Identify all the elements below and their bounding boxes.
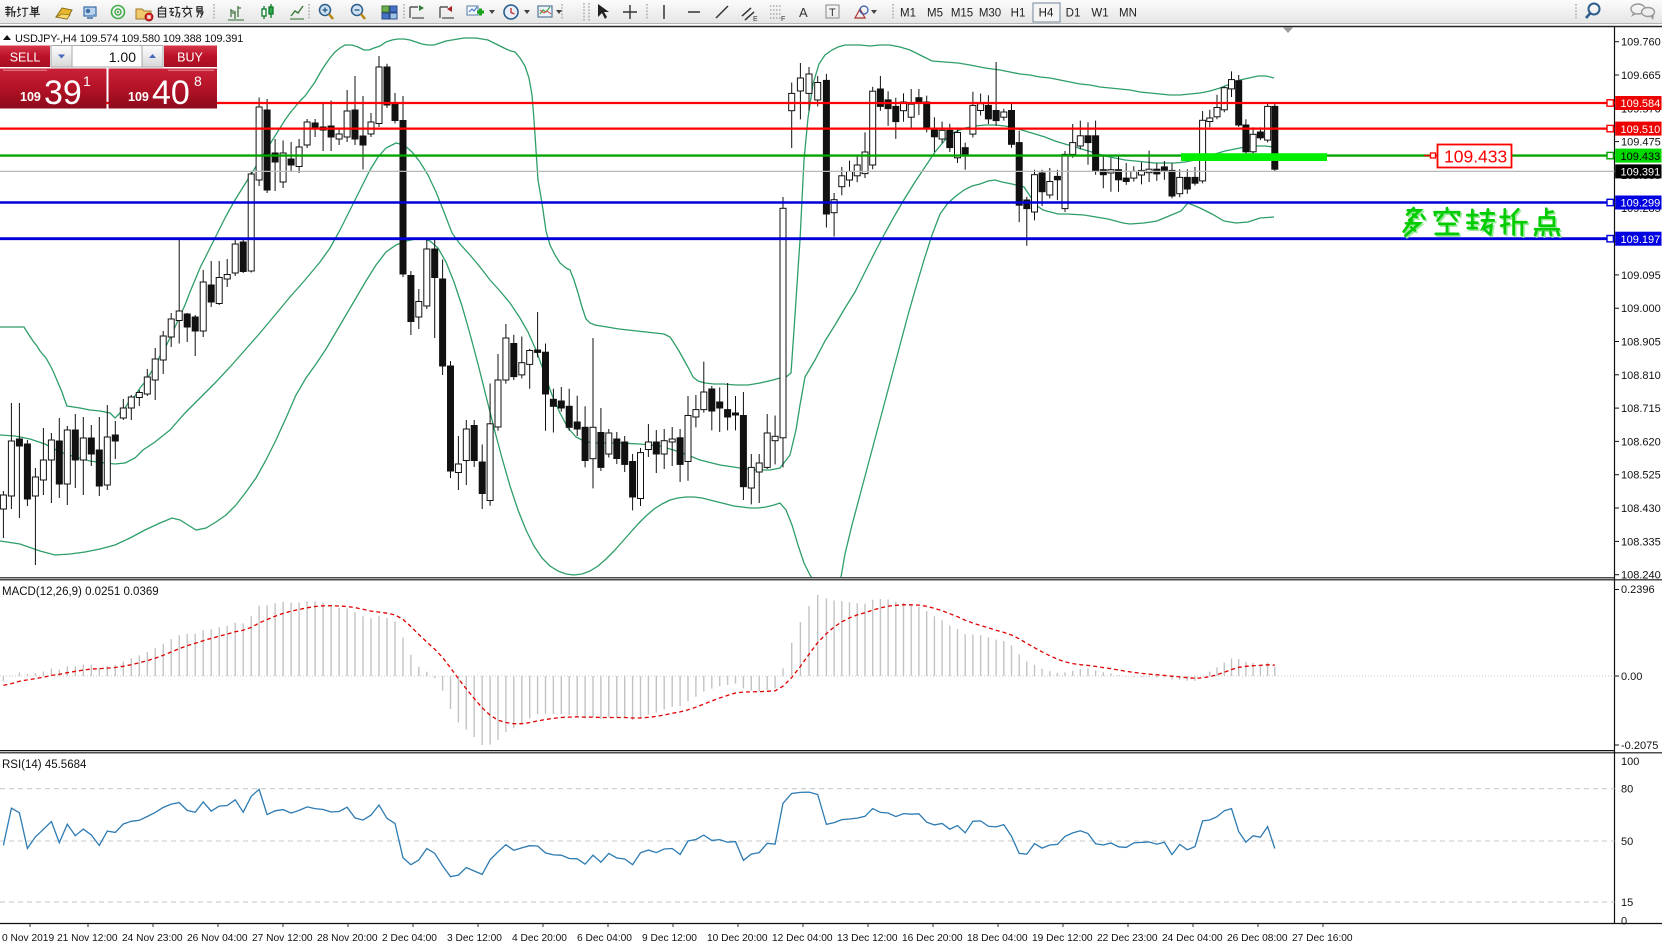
svg-text:MACD(12,26,9) 0.0251 0.0369: MACD(12,26,9) 0.0251 0.0369 [2,586,159,598]
svg-text:H4: H4 [1039,8,1054,20]
svg-text:15: 15 [1621,897,1633,909]
svg-text:24 Nov 23:00: 24 Nov 23:00 [122,933,183,944]
svg-text:27 Nov 12:00: 27 Nov 12:00 [252,933,313,944]
svg-text:108.525: 108.525 [1621,470,1661,482]
svg-text:108.430: 108.430 [1621,503,1661,515]
svg-text:12 Dec 04:00: 12 Dec 04:00 [772,933,833,944]
svg-text:24 Dec 04:00: 24 Dec 04:00 [1162,933,1223,944]
svg-text:M5: M5 [927,8,943,20]
svg-text:M1: M1 [900,8,916,20]
svg-text:SELL: SELL [10,51,41,65]
svg-text:109.475: 109.475 [1621,137,1661,149]
svg-text:109.510: 109.510 [1621,124,1661,136]
svg-text:0.00: 0.00 [1621,671,1642,683]
svg-text:0.2396: 0.2396 [1621,584,1655,596]
svg-text:26 Nov 04:00: 26 Nov 04:00 [187,933,248,944]
svg-text:28 Nov 20:00: 28 Nov 20:00 [317,933,378,944]
svg-text:108.810: 108.810 [1621,370,1661,382]
svg-text:40: 40 [152,74,190,112]
svg-text:BUY: BUY [177,51,203,65]
svg-text:MN: MN [1119,8,1137,20]
svg-text:9 Dec 12:00: 9 Dec 12:00 [642,933,697,944]
svg-text:18 Dec 04:00: 18 Dec 04:00 [967,933,1028,944]
svg-text:109.433: 109.433 [1444,147,1507,167]
svg-text:39: 39 [44,74,82,112]
svg-text:F: F [781,16,785,23]
svg-text:3 Dec 12:00: 3 Dec 12:00 [447,933,502,944]
svg-text:108.335: 108.335 [1621,536,1661,548]
svg-text:22 Dec 23:00: 22 Dec 23:00 [1097,933,1158,944]
svg-text:13 Dec 12:00: 13 Dec 12:00 [837,933,898,944]
svg-text:M30: M30 [979,8,1001,20]
svg-text:H1: H1 [1011,8,1026,20]
svg-text:0 Nov 2019: 0 Nov 2019 [2,933,54,944]
svg-text:8: 8 [194,73,202,89]
svg-text:100: 100 [1621,756,1639,768]
svg-text:109.000: 109.000 [1621,303,1661,315]
svg-text:109.391: 109.391 [1621,167,1661,179]
svg-text:21 Nov 12:00: 21 Nov 12:00 [57,933,118,944]
svg-text:108.715: 108.715 [1621,403,1661,415]
svg-text:16 Dec 20:00: 16 Dec 20:00 [902,933,963,944]
svg-text:26 Dec 08:00: 26 Dec 08:00 [1227,933,1288,944]
svg-text:108.905: 108.905 [1621,337,1661,349]
svg-text:109.665: 109.665 [1621,70,1661,82]
svg-text:4 Dec 20:00: 4 Dec 20:00 [512,933,567,944]
svg-text:T: T [829,7,836,19]
svg-text:RSI(14) 45.5684: RSI(14) 45.5684 [2,759,87,771]
svg-text:109.433: 109.433 [1621,151,1661,163]
svg-text:109: 109 [20,90,41,104]
svg-text:A: A [799,5,808,20]
svg-text:E: E [753,16,758,23]
svg-text:50: 50 [1621,836,1633,848]
svg-text:-0.2075: -0.2075 [1621,740,1658,752]
svg-text:2 Dec 04:00: 2 Dec 04:00 [382,933,437,944]
svg-text:109.095: 109.095 [1621,270,1661,282]
svg-text:6 Dec 04:00: 6 Dec 04:00 [577,933,632,944]
svg-text:109.299: 109.299 [1621,198,1661,210]
svg-text:109.197: 109.197 [1621,234,1661,246]
svg-text:108.240: 108.240 [1621,570,1661,582]
svg-text:108.620: 108.620 [1621,436,1661,448]
svg-text:19 Dec 12:00: 19 Dec 12:00 [1032,933,1093,944]
svg-text:0: 0 [1621,915,1627,927]
svg-text:1.00: 1.00 [109,49,136,65]
svg-text:W1: W1 [1091,8,1108,20]
svg-text:USDJPY-,H4 109.574 109.580 10: USDJPY-,H4 109.574 109.580 109.388 109.3… [15,33,243,45]
svg-text:80: 80 [1621,784,1633,796]
svg-text:10 Dec 20:00: 10 Dec 20:00 [707,933,768,944]
svg-text:109: 109 [128,90,149,104]
svg-text:M15: M15 [951,8,973,20]
svg-text:D1: D1 [1066,8,1081,20]
svg-text:109.584: 109.584 [1621,98,1661,110]
svg-text:27 Dec 16:00: 27 Dec 16:00 [1292,933,1353,944]
svg-text:1: 1 [83,73,91,89]
svg-text:109.760: 109.760 [1621,37,1661,49]
